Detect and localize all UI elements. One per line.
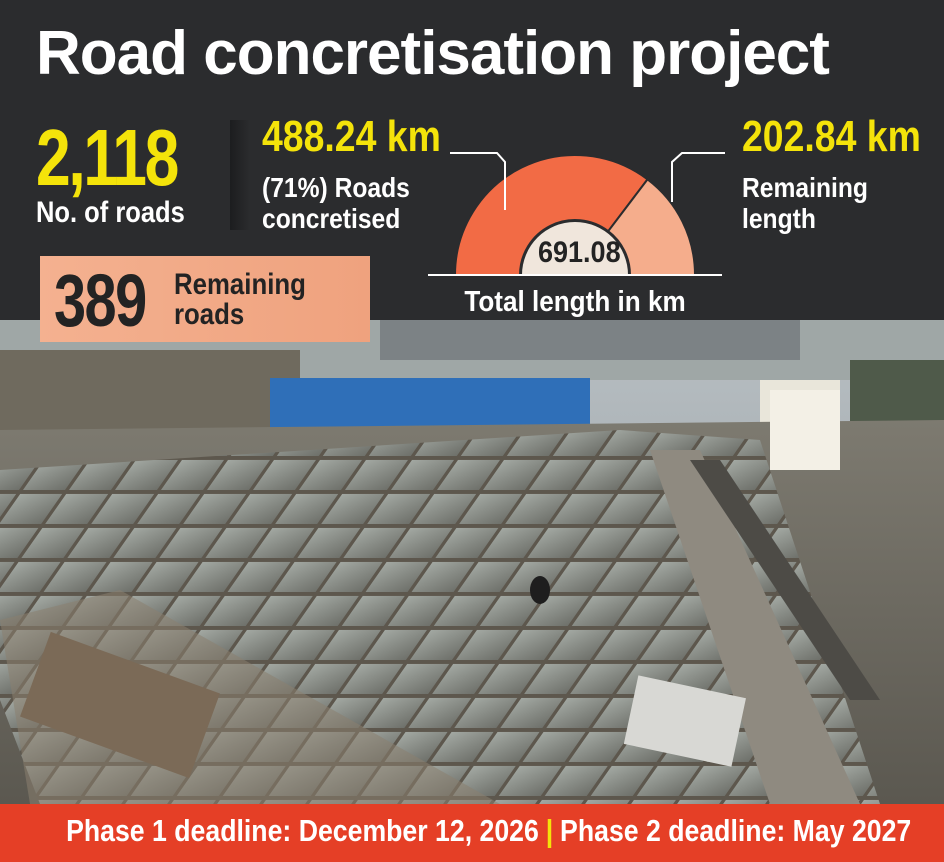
phase2-deadline: Phase 2 deadline: May 2027 (560, 813, 912, 848)
remaining-length-label: Remaining length (742, 172, 868, 234)
phase1-deadline: Phase 1 deadline: December 12, 2026 (66, 813, 539, 848)
roads-count-label: No. of roads (36, 196, 185, 229)
deadline-banner: Phase 1 deadline: December 12, 2026 | Phas… (0, 804, 944, 862)
leader-line-remaining (671, 152, 725, 202)
gauge-caption: Total length in km (464, 286, 686, 318)
gauge-total-value: 691.08 (538, 236, 621, 269)
deadline-text: Phase 1 deadline: December 12, 2026 | Phas… (66, 813, 911, 849)
page-title: Road concretisation project (36, 19, 830, 88)
gauge-slice-concretised (453, 154, 649, 276)
roads-count: 2,118 (36, 113, 179, 202)
remaining-roads-count: 389 (54, 259, 147, 342)
leader-line-concretised (450, 152, 506, 210)
gauge-center (522, 222, 628, 275)
semicircle-gauge-chart (428, 152, 725, 276)
divider (230, 120, 250, 230)
remaining-roads-box: 389 Remaining roads (40, 256, 370, 342)
remaining-length: 202.84 km (742, 112, 921, 161)
road-construction-photo (0, 320, 944, 804)
concretised-length: 488.24 km (262, 112, 441, 161)
deadline-separator: | (545, 813, 554, 848)
remaining-roads-label: Remaining roads (174, 268, 306, 331)
concretised-label: (71%) Roads concretised (262, 172, 410, 234)
